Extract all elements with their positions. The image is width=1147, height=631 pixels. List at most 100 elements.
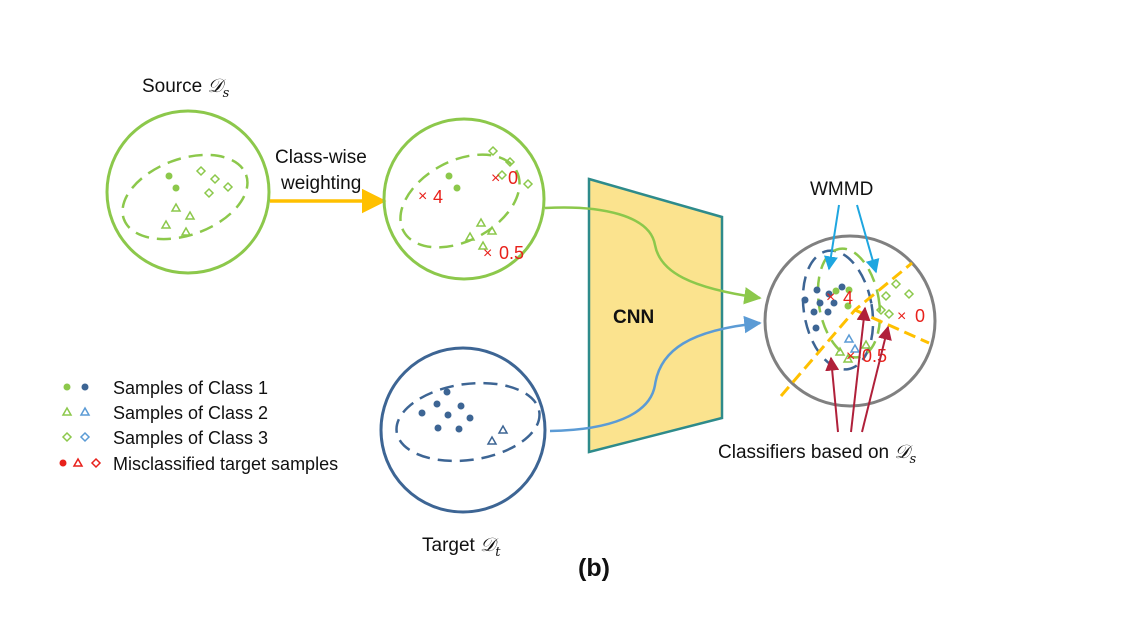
weighted-class3-sample xyxy=(522,178,534,190)
feature-class3-sample xyxy=(875,304,887,316)
feature-class1-sample xyxy=(830,299,838,307)
weighted-class2-sample xyxy=(464,231,476,241)
weight-cross-icon: × xyxy=(483,245,492,262)
feature-class3-sample xyxy=(903,288,915,300)
legend-class2-green-triangle xyxy=(61,406,73,416)
classwise-label-line2: weighting xyxy=(280,173,361,194)
target-class1-sample xyxy=(434,424,442,432)
classifier-arrow xyxy=(825,356,840,433)
source-class3-sample xyxy=(203,187,215,199)
target-class2-sample xyxy=(497,424,509,434)
feature-space-circle xyxy=(763,234,937,408)
feature-weight-cross-icon: × xyxy=(826,289,835,306)
classifier-arrow xyxy=(850,306,871,433)
legend-class1-label: Samples of Class 1 xyxy=(113,378,268,398)
legend-class3-label: Samples of Class 3 xyxy=(113,428,268,448)
feature-class3-sample xyxy=(883,308,895,320)
target-flow-arrow xyxy=(549,315,762,433)
source-domain xyxy=(105,109,271,275)
feature-class1-sample xyxy=(824,308,832,316)
feature-class3-sample xyxy=(890,278,902,290)
feature-class1-green-sample xyxy=(844,302,852,310)
target-class1-sample xyxy=(455,425,463,433)
wmmd-label: WMMD xyxy=(810,179,873,200)
wmmd-arrow xyxy=(824,204,840,271)
source-class2-sample xyxy=(184,210,196,220)
legend-class3-green-diamond xyxy=(61,431,73,443)
feature-weight-cross-icon: × xyxy=(846,348,855,365)
feature-class1-sample xyxy=(812,324,820,332)
weight-cross-icon: × xyxy=(491,170,500,187)
feature-class1-sample xyxy=(810,308,818,316)
source-class2-sample xyxy=(170,202,182,212)
feature-class2-sample xyxy=(834,346,846,356)
weighted-class3-sample xyxy=(496,169,508,181)
feature-class2-sample xyxy=(843,333,855,343)
feature-class1-sample xyxy=(801,296,809,304)
source-cluster-ellipse xyxy=(121,153,249,241)
feature-weight-class3-value: 0 xyxy=(915,306,925,326)
figure-caption: (b) xyxy=(578,554,610,582)
legend-class1-blue-dot xyxy=(81,383,89,391)
legend-class2-label: Samples of Class 2 xyxy=(113,403,268,423)
weighted-class1-sample xyxy=(453,184,461,192)
feature-class1-sample xyxy=(816,299,824,307)
feature-class1-sample xyxy=(813,286,821,294)
target-label: Target 𝒟t xyxy=(422,534,501,560)
target-class1-sample xyxy=(443,388,451,396)
feature-class3-sample xyxy=(880,290,892,302)
target-class1-sample xyxy=(418,409,426,417)
feature-weight-class1-value: 4 xyxy=(843,288,853,308)
target-class1-sample xyxy=(433,400,441,408)
weighted-source-domain: × 4 × 0 × 0.5 xyxy=(382,117,546,281)
feature-class1-sample xyxy=(825,290,833,298)
source-class1-sample xyxy=(165,172,173,180)
feature-class1-green-sample xyxy=(832,287,840,295)
source-class3-sample xyxy=(195,165,207,177)
legend-class1-green-dot xyxy=(63,383,71,391)
weighted-cluster-ellipse xyxy=(399,153,521,249)
classwise-label-line1: Class-wise xyxy=(275,147,367,168)
source-class1-sample xyxy=(172,184,180,192)
weighted-source-circle xyxy=(382,117,546,281)
target-circle xyxy=(379,346,547,514)
feature-class2-sample xyxy=(849,343,861,353)
legend-misclassified-label: Misclassified target samples xyxy=(113,454,338,474)
target-class1-sample xyxy=(466,414,474,422)
weighted-class2-sample xyxy=(477,240,489,250)
weighted-class2-sample xyxy=(475,217,487,227)
source-class2-sample xyxy=(180,226,192,236)
feature-class2-sample xyxy=(842,353,854,363)
legend-class3-blue-diamond xyxy=(79,431,91,443)
weighted-class3-sample xyxy=(504,156,516,168)
legend: Samples of Class 1 Samples of Class 2 Sa… xyxy=(59,378,338,474)
target-class2-sample xyxy=(486,435,498,445)
source-class2-sample xyxy=(160,219,172,229)
legend-class2-blue-triangle xyxy=(79,406,91,416)
legend-misclassified-dot xyxy=(59,459,67,467)
target-class1-sample xyxy=(444,411,452,419)
feature-weight-cross-icon: × xyxy=(897,308,906,325)
wmmd-arrow xyxy=(856,204,880,274)
feature-class1-sample xyxy=(838,283,846,291)
feature-space: × 4 × 0 × 0.5 xyxy=(763,234,937,408)
cnn-block xyxy=(587,177,724,454)
weight-class3-value: 0 xyxy=(508,168,518,188)
source-class3-sample xyxy=(222,181,234,193)
target-cluster-ellipse xyxy=(395,381,541,463)
decision-boundary xyxy=(854,308,930,345)
source-label: Source 𝒟s xyxy=(142,75,230,101)
source-circle xyxy=(105,109,271,275)
target-domain xyxy=(379,346,547,514)
source-flow-arrow xyxy=(544,206,762,305)
feature-class2-sample xyxy=(860,339,872,349)
legend-misclassified-diamond xyxy=(90,457,102,469)
weighted-class1-sample xyxy=(445,172,453,180)
target-feature-ellipse xyxy=(801,249,875,371)
weight-class1-value: 4 xyxy=(433,187,443,207)
classifiers-label: Classifiers based on 𝒟s xyxy=(718,441,917,467)
target-class1-sample xyxy=(457,402,465,410)
feature-class1-green-sample xyxy=(845,286,853,294)
